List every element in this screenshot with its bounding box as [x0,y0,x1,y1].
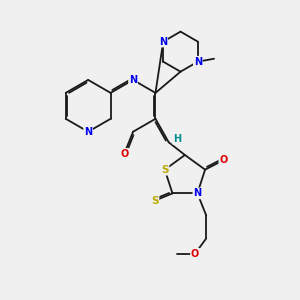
Text: N: N [159,37,167,46]
Text: O: O [120,149,128,159]
Text: N: N [84,127,92,137]
Text: O: O [219,155,227,165]
Text: O: O [191,249,199,259]
Text: N: N [129,75,137,85]
Text: S: S [151,196,159,206]
Text: S: S [161,165,169,175]
Text: N: N [194,57,202,67]
Text: H: H [173,134,181,144]
Text: N: N [193,188,202,198]
